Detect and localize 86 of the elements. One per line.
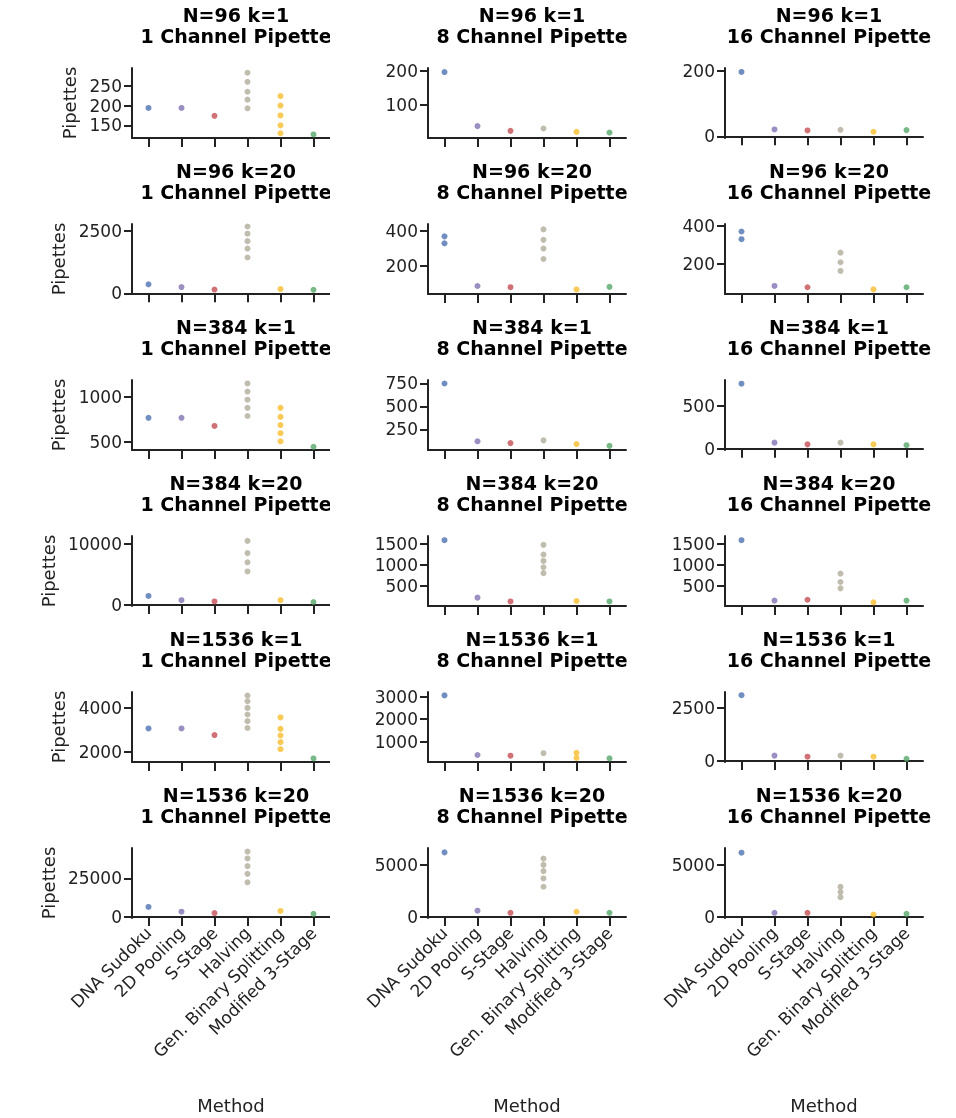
y-tick-label: 25000 [67,868,122,889]
y-tick-label: 0 [704,906,715,927]
y-tick-label: 4000 [78,697,122,718]
chart-title: N=384 k=20 [465,471,599,494]
y-tick-label: 500 [385,396,418,417]
y-axis-title: Pipettes [48,222,70,296]
chart-subtitle: 1 Channel Pipette [140,492,332,515]
chart-subtitle: 8 Channel Pipette [436,492,628,515]
chart-title: N=1536 k=20 [458,783,606,806]
chart-subtitle: 1 Channel Pipette [140,804,332,827]
chart-subtitle: 8 Channel Pipette [436,648,628,671]
chart-title: N=384 k=20 [169,471,303,494]
chart-title: N=96 k=20 [472,159,592,182]
chart-subtitle: 16 Channel Pipette [726,804,932,827]
chart-title: N=1536 k=1 [465,627,599,650]
y-tick-label: 400 [385,221,418,242]
y-tick-label: 1500 [374,534,418,555]
y-tick-label: 200 [385,60,418,81]
y-tick-label: 500 [89,432,122,453]
chart-subtitle: 8 Channel Pipette [436,804,628,827]
y-tick-label: 200 [89,95,122,116]
chart-title: N=96 k=20 [176,159,296,182]
y-tick-label: 250 [89,75,122,96]
y-tick-label: 5000 [671,855,715,876]
chart-title: N=96 k=1 [478,3,586,26]
y-tick-label: 500 [682,576,715,597]
chart-title: N=1536 k=1 [762,627,896,650]
y-tick-label: 5000 [374,854,418,875]
chart-subtitle: 1 Channel Pipette [140,336,332,359]
y-tick-label: 10000 [67,533,122,554]
y-tick-label: 1000 [374,555,418,576]
chart-title: N=1536 k=1 [169,627,303,650]
y-tick-label: 2000 [374,709,418,730]
y-tick-label: 100 [385,94,418,115]
chart-subtitle: 8 Channel Pipette [436,24,628,47]
y-tick-label: 2000 [78,742,122,763]
y-tick-label: 200 [682,254,715,275]
y-tick-label: 3000 [374,686,418,707]
chart-title: N=384 k=1 [769,315,889,338]
x-axis-title: Method [197,1094,265,1116]
chart-subtitle: 16 Channel Pipette [726,24,932,47]
y-tick-label: 1000 [374,731,418,752]
chart-title: N=384 k=1 [472,315,592,338]
y-tick-label: 250 [385,419,418,440]
chart-title: N=96 k=1 [182,3,290,26]
chart-title: N=96 k=1 [775,3,883,26]
chart-subtitle: 8 Channel Pipette [436,180,628,203]
y-tick-label: 0 [111,906,122,927]
chart-subtitle: 1 Channel Pipette [140,648,332,671]
y-tick-label: 500 [682,395,715,416]
chart-subtitle: 1 Channel Pipette [140,24,332,47]
y-tick-label: 2500 [671,697,715,718]
y-tick-label: 200 [682,60,715,81]
chart-title: N=1536 k=20 [755,783,903,806]
y-axis-title: Pipettes [59,66,80,140]
chart-subtitle: 16 Channel Pipette [726,336,932,359]
y-tick-label: 0 [704,750,715,771]
y-tick-label: 150 [89,115,122,136]
y-tick-label: 400 [682,215,715,236]
chart-subtitle: 16 Channel Pipette [726,648,932,671]
chart-subtitle: 16 Channel Pipette [726,180,932,203]
chart-title: N=96 k=20 [769,159,889,182]
chart-title: N=1536 k=20 [162,783,310,806]
y-tick-label: 2500 [78,221,122,242]
y-axis-title: Pipettes [48,378,70,452]
x-axis-title: Method [493,1094,561,1116]
chart-subtitle: 1 Channel Pipette [140,180,332,203]
y-axis-title: Pipettes [48,690,70,764]
y-axis-title: Pipettes [37,534,59,608]
x-axis-title: Method [790,1094,858,1116]
chart-title: N=384 k=1 [176,315,296,338]
y-tick-label: 1000 [78,387,122,407]
y-tick-label: 1000 [671,555,715,576]
y-tick-label: 0 [407,906,418,927]
chart-title: N=384 k=20 [762,471,896,494]
chart-subtitle: 8 Channel Pipette [436,336,628,359]
chart-subtitle: 16 Channel Pipette [726,492,932,515]
y-tick-label: 200 [385,255,418,276]
y-tick-label: 0 [111,283,122,304]
y-tick-label: 0 [111,595,122,616]
y-tick-label: 500 [385,576,418,597]
y-tick-label: 750 [385,373,418,394]
y-tick-label: 0 [704,126,715,147]
y-axis-title: Pipettes [37,846,59,920]
y-tick-label: 1500 [671,534,715,555]
y-tick-label: 0 [704,438,715,459]
